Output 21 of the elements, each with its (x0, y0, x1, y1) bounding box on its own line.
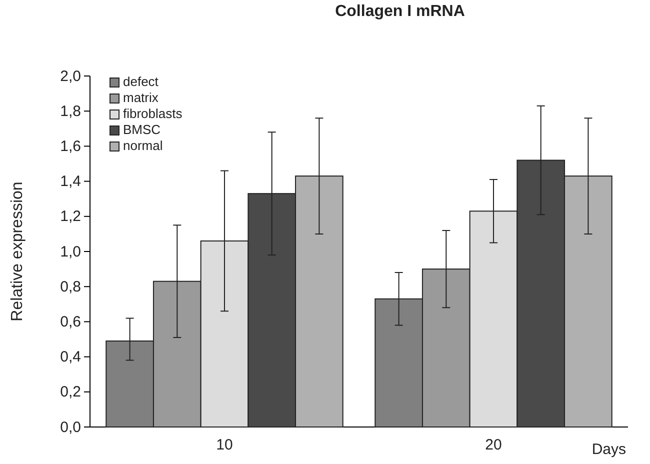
y-tick-label: 1,0 (60, 243, 81, 260)
legend-label: normal (123, 138, 163, 153)
y-tick-label: 0,0 (60, 418, 81, 436)
legend-label: matrix (123, 90, 159, 105)
y-tick-label: 0,8 (60, 278, 81, 296)
chart-title: Collagen I mRNA (335, 3, 466, 20)
y-tick-label: 1,6 (60, 138, 81, 155)
legend-label: fibroblasts (123, 106, 183, 121)
y-tick-label: 1,4 (60, 173, 81, 190)
legend-label: BMSC (123, 122, 161, 137)
legend-label: defect (123, 74, 159, 89)
x-tick-label: 20 (485, 436, 502, 454)
y-tick-label: 1,2 (60, 208, 81, 226)
y-tick-label: 0,4 (60, 348, 81, 366)
y-tick-label: 0,6 (60, 314, 81, 330)
y-tick-label: 2,0 (60, 68, 81, 85)
x-axis-title: Days (592, 441, 626, 458)
x-tick-label: 10 (216, 436, 233, 454)
y-tick-label: 0,2 (60, 384, 81, 401)
y-tick-label: 1,8 (60, 102, 81, 120)
y-axis-title: Relative expression (9, 182, 26, 322)
